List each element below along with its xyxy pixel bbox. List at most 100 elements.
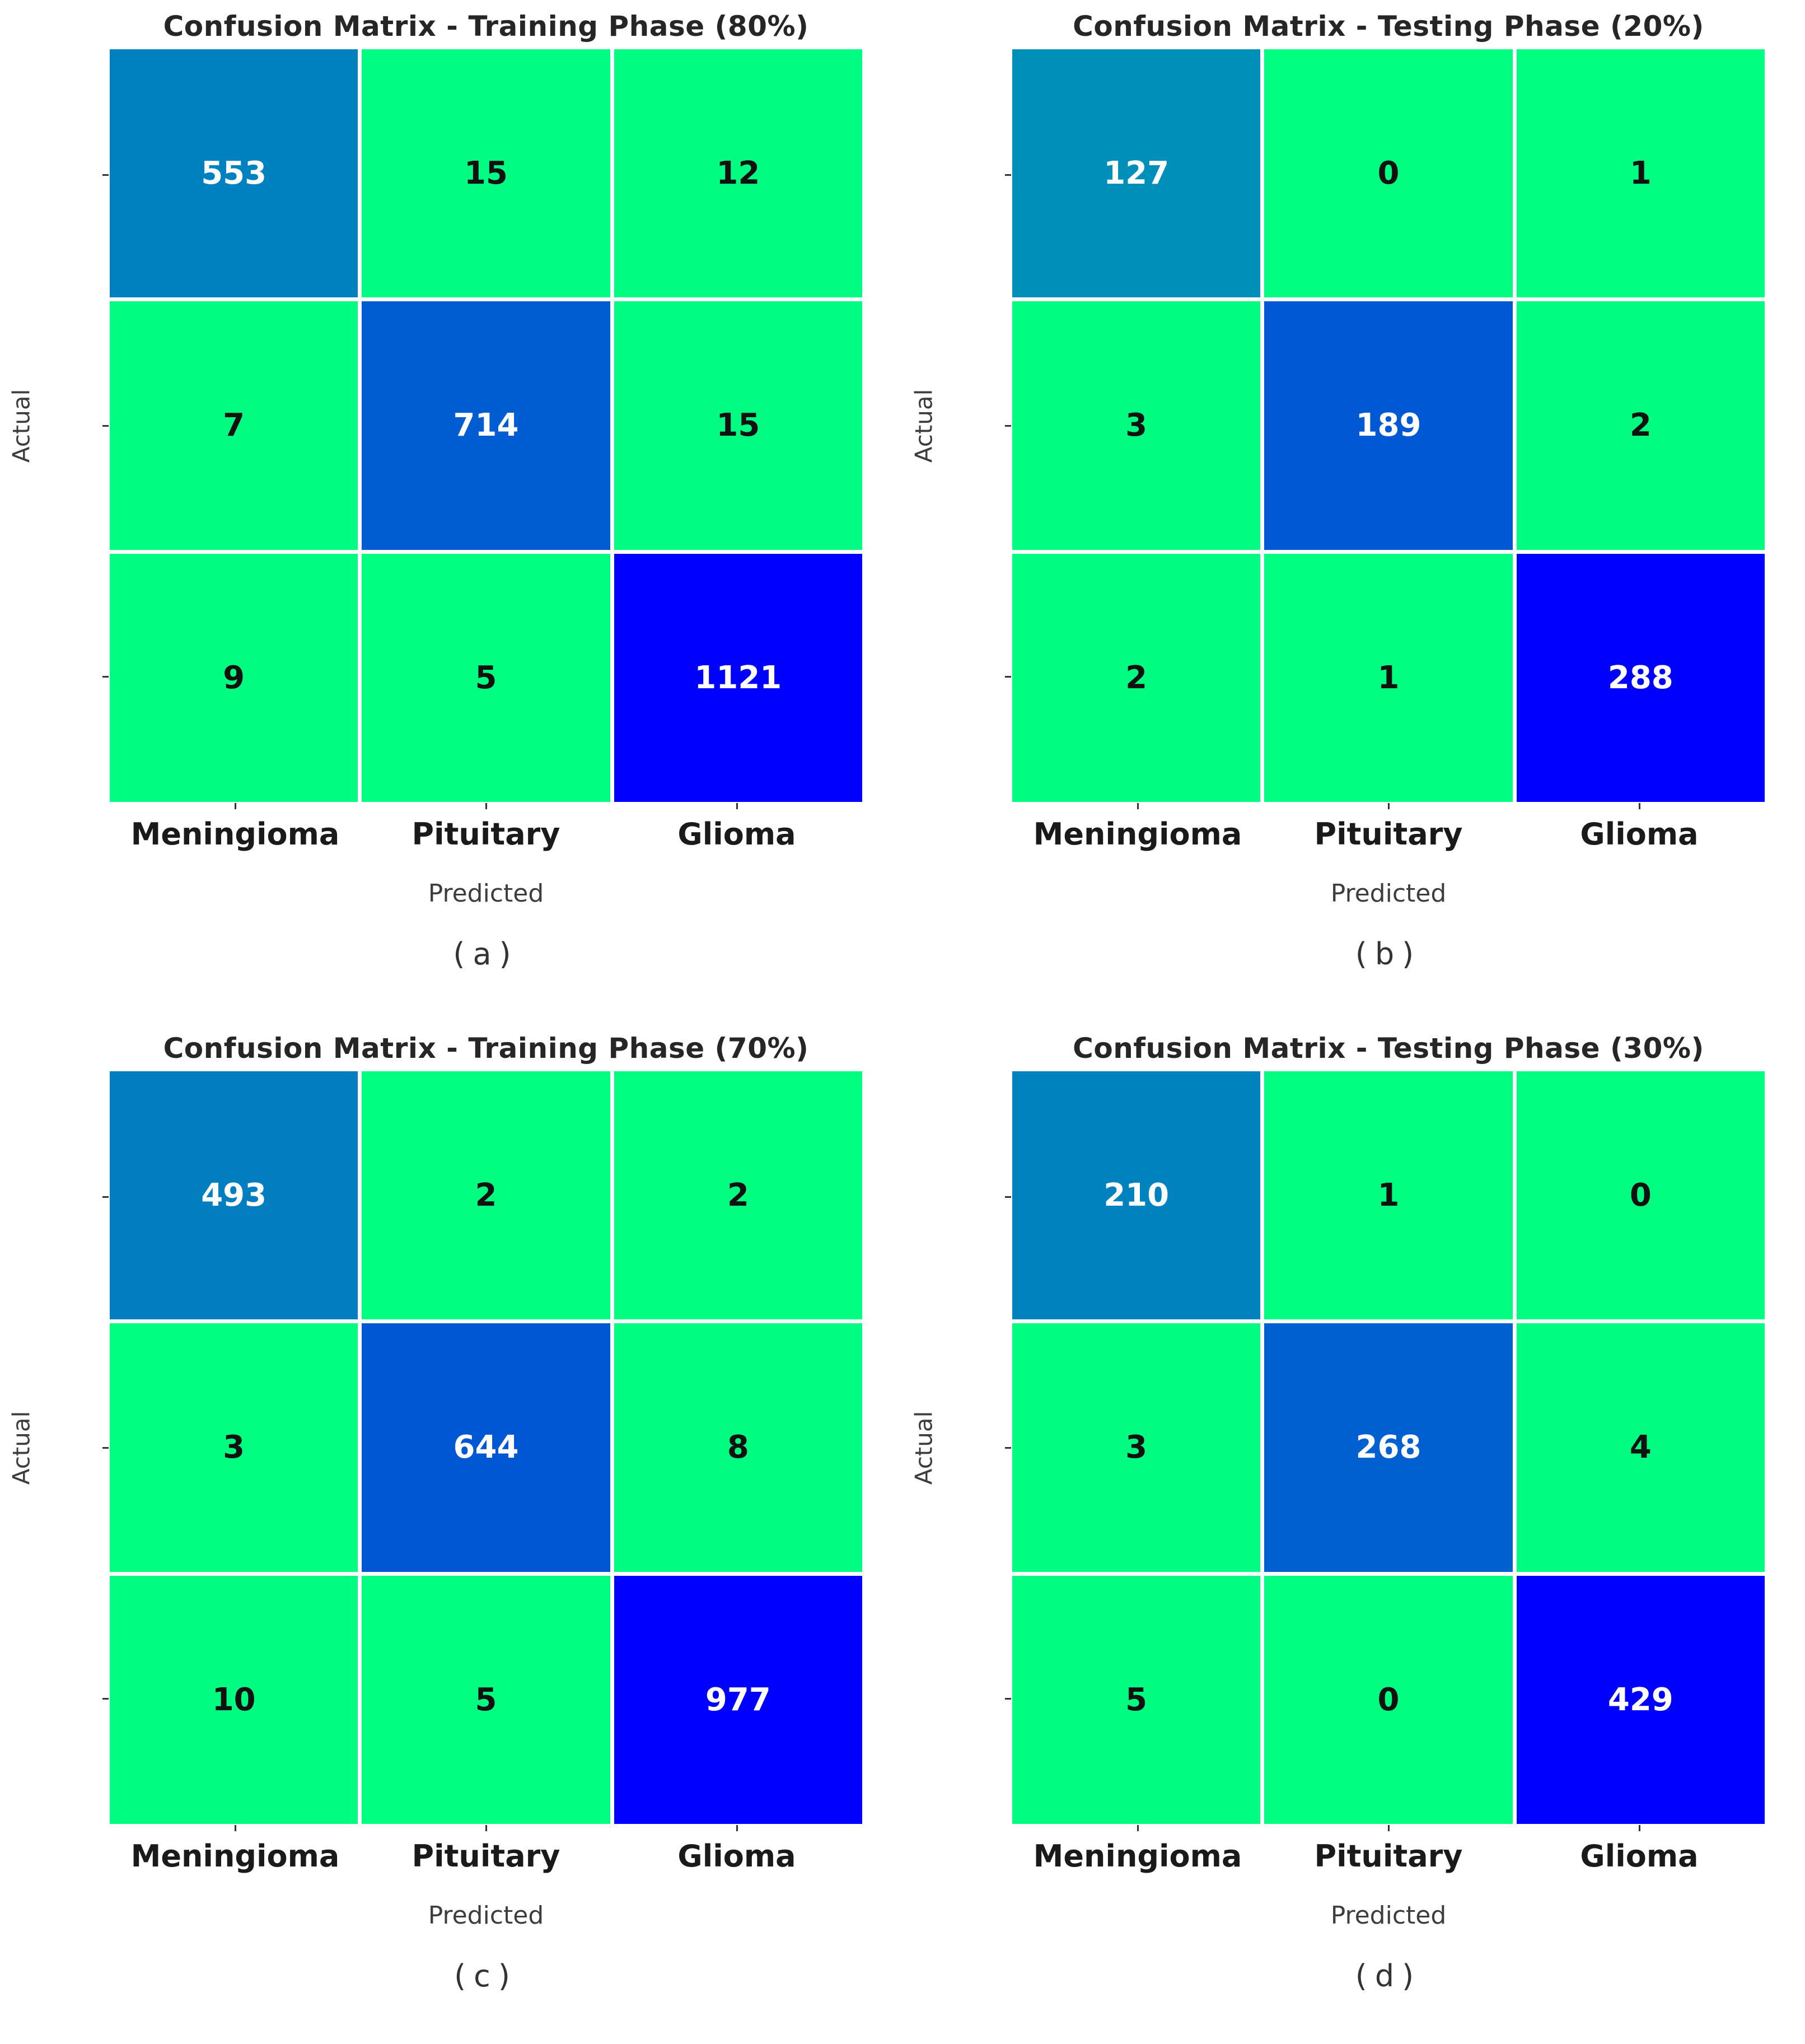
row-ticks — [1005, 1071, 1011, 1824]
matrix-cell-2-1: 5 — [362, 553, 610, 802]
row-tick-wrap — [102, 1322, 109, 1573]
col-tick-wrap — [361, 1825, 611, 1831]
matrix-cell-0-1: 2 — [362, 1071, 610, 1320]
col-tick-wrap — [361, 803, 611, 809]
panel-caption: (b) — [1355, 936, 1422, 972]
matrix-cell-0-0: 127 — [1012, 49, 1261, 298]
col-tick-wrap — [611, 803, 862, 809]
col-tick-wrap — [611, 1825, 862, 1831]
col-ticks — [1012, 803, 1765, 809]
y-axis-label-wrap: Actual — [900, 1071, 947, 1824]
matrix-cell-2-2: 977 — [614, 1575, 862, 1824]
row-ticks — [102, 49, 109, 802]
confusion-matrix-panel-d: Confusion Matrix - Testing Phase (30%) A… — [902, 1022, 1805, 2044]
matrix-cell-1-0: 7 — [110, 301, 358, 550]
col-labels: Meningioma Pituitary Glioma — [1012, 816, 1765, 856]
matrix-cell-2-1: 0 — [1264, 1575, 1513, 1824]
matrix-cell-0-0: 553 — [110, 49, 358, 298]
col-tick-wrap — [110, 1825, 361, 1831]
col-label-glioma: Glioma — [677, 1838, 796, 1874]
panel-title: Confusion Matrix - Testing Phase (20%) — [1073, 10, 1704, 43]
row-ticks — [1005, 49, 1011, 802]
axis-tick — [1005, 675, 1011, 678]
col-label-meningioma: Meningioma — [1033, 816, 1242, 852]
panel-title: Confusion Matrix - Testing Phase (30%) — [1073, 1032, 1704, 1065]
x-axis-label: Predicted — [1330, 1901, 1447, 1930]
col-label-meningioma: Meningioma — [130, 816, 340, 852]
panel-title: Confusion Matrix - Training Phase (70%) — [163, 1032, 809, 1065]
row-tick-wrap — [1005, 49, 1011, 300]
matrix-cell-2-0: 2 — [1012, 553, 1261, 802]
col-label-meningioma: Meningioma — [130, 1838, 340, 1874]
matrix-cell-0-1: 1 — [1264, 1071, 1513, 1320]
axis-tick — [102, 1196, 109, 1198]
matrix-cell-0-0: 493 — [110, 1071, 358, 1320]
x-axis-label: Predicted — [428, 1901, 544, 1930]
col-label-pituitary: Pituitary — [411, 816, 560, 852]
matrix-cell-1-2: 4 — [1516, 1323, 1765, 1572]
axis-tick — [1387, 1825, 1390, 1831]
matrix-cell-2-1: 1 — [1264, 553, 1513, 802]
matrix-cell-1-0: 3 — [110, 1323, 358, 1572]
matrix-cell-0-2: 12 — [614, 49, 862, 298]
row-tick-wrap — [1005, 1071, 1011, 1322]
matrix-cell-1-0: 3 — [1012, 301, 1261, 550]
confusion-matrix-panel-b: Confusion Matrix - Testing Phase (20%) A… — [902, 0, 1805, 1022]
panel-caption: (a) — [453, 936, 519, 972]
row-tick-wrap — [102, 551, 109, 802]
axis-tick — [102, 1697, 109, 1700]
axis-tick — [102, 174, 109, 176]
matrix-cell-0-1: 15 — [362, 49, 610, 298]
matrix-cell-1-2: 8 — [614, 1323, 862, 1572]
y-axis-label-wrap: Actual — [0, 49, 45, 802]
x-axis-label: Predicted — [428, 879, 544, 908]
x-axis-label: Predicted — [1330, 879, 1447, 908]
matrix-cell-1-1: 714 — [362, 301, 610, 550]
y-axis-label: Actual — [7, 389, 35, 463]
panel-title: Confusion Matrix - Training Phase (80%) — [163, 10, 809, 43]
matrix-cell-2-0: 10 — [110, 1575, 358, 1824]
panel-caption: (c) — [454, 1958, 518, 1994]
matrix-cell-1-0: 3 — [1012, 1323, 1261, 1572]
row-tick-wrap — [1005, 300, 1011, 551]
matrix-cell-1-1: 268 — [1264, 1323, 1513, 1572]
axis-tick — [1005, 1196, 1011, 1198]
axis-tick — [736, 1825, 738, 1831]
col-labels: Meningioma Pituitary Glioma — [110, 816, 862, 856]
heatmap-grid: 210 1 0 3 268 4 5 0 429 — [1012, 1071, 1765, 1824]
row-tick-wrap — [102, 300, 109, 551]
matrix-cell-1-2: 2 — [1516, 301, 1765, 550]
col-label-glioma: Glioma — [677, 816, 796, 852]
axis-tick — [234, 803, 236, 809]
axis-tick — [1005, 174, 1011, 176]
row-tick-wrap — [102, 1573, 109, 1824]
matrix-cell-1-2: 15 — [614, 301, 862, 550]
axis-tick — [1005, 1446, 1011, 1449]
axis-tick — [102, 1446, 109, 1449]
col-label-pituitary: Pituitary — [1314, 816, 1463, 852]
col-ticks — [1012, 1825, 1765, 1831]
col-label-pituitary: Pituitary — [411, 1838, 560, 1874]
col-tick-wrap — [1514, 803, 1765, 809]
col-tick-wrap — [1263, 803, 1514, 809]
matrix-cell-0-2: 1 — [1516, 49, 1765, 298]
axis-tick — [1387, 803, 1390, 809]
axis-tick — [1005, 424, 1011, 427]
axis-tick — [736, 803, 738, 809]
axis-tick — [102, 424, 109, 427]
row-tick-wrap — [1005, 1573, 1011, 1824]
col-tick-wrap — [1012, 803, 1263, 809]
y-axis-label: Actual — [910, 1411, 938, 1485]
heatmap-grid: 493 2 2 3 644 8 10 5 977 — [110, 1071, 862, 1824]
matrix-cell-1-1: 644 — [362, 1323, 610, 1572]
row-ticks — [102, 1071, 109, 1824]
col-tick-wrap — [1514, 1825, 1765, 1831]
col-label-glioma: Glioma — [1580, 816, 1699, 852]
col-tick-wrap — [1263, 1825, 1514, 1831]
axis-tick — [1137, 1825, 1139, 1831]
matrix-cell-1-1: 189 — [1264, 301, 1513, 550]
